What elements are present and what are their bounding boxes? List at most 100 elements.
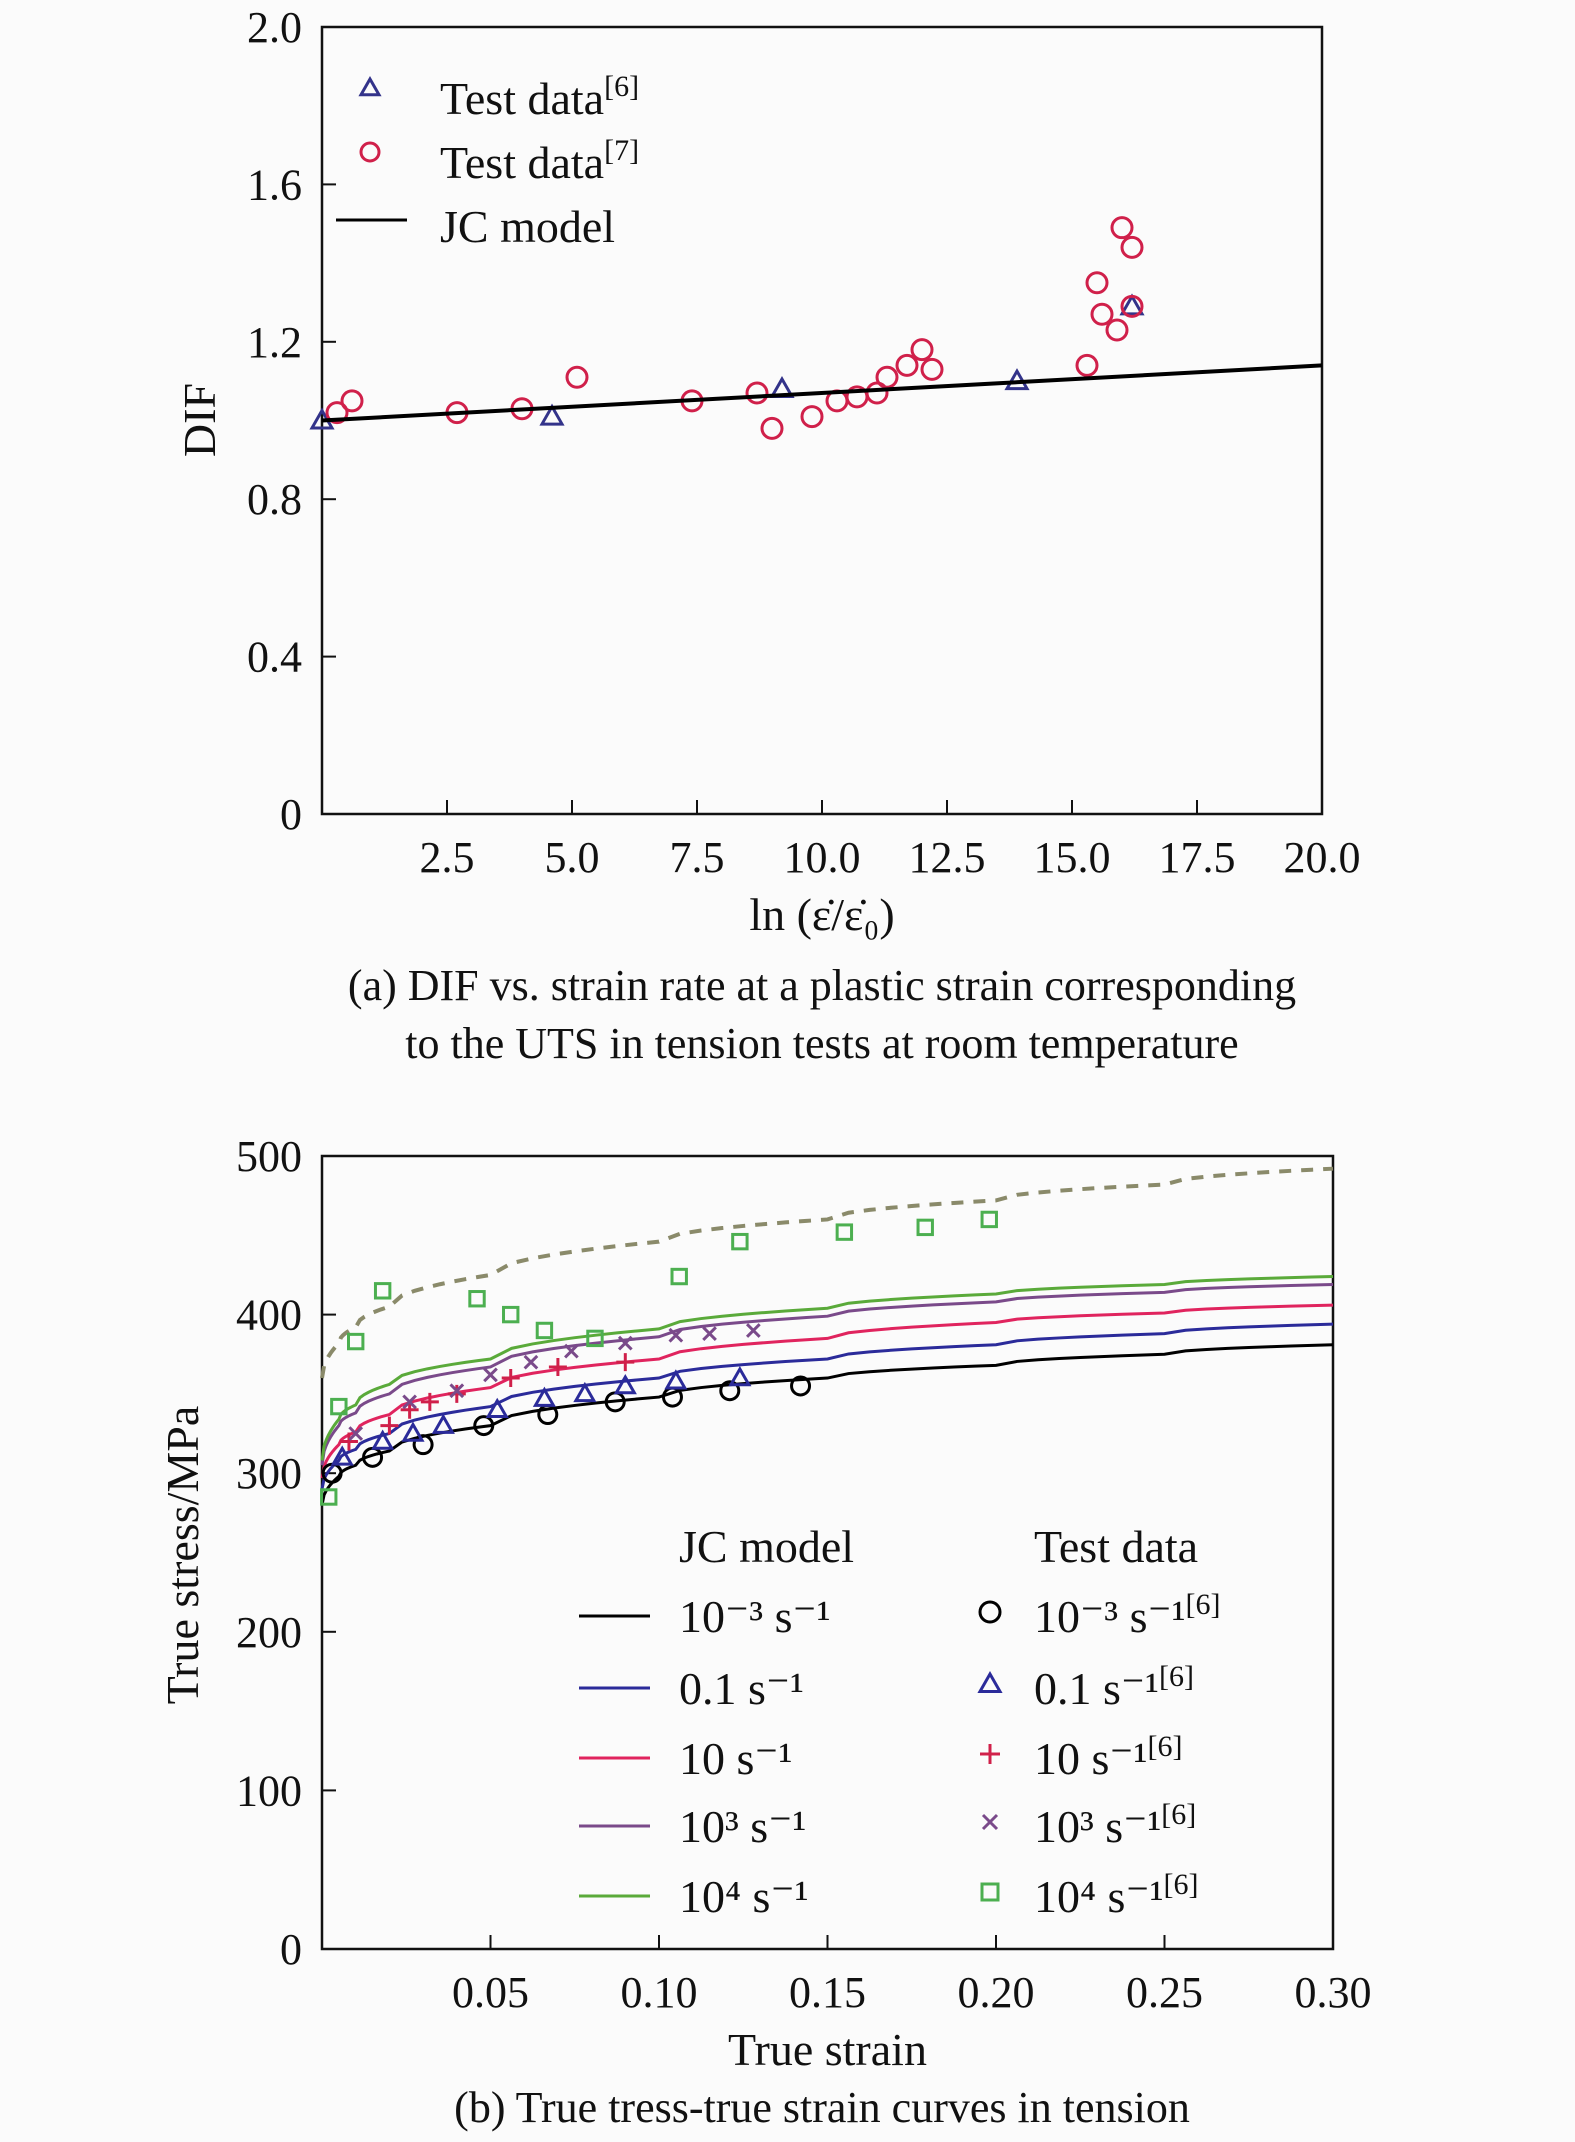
- legend-label: Test data[7]: [440, 134, 639, 188]
- data-point-circle: [473, 1415, 495, 1437]
- data-point-circle: [745, 381, 769, 405]
- legend-marker-square: [980, 1882, 1000, 1902]
- legend-header-model: JC model: [679, 1521, 854, 1572]
- legend-test-label-sup: [6]: [1164, 1868, 1199, 1901]
- legend-label-text: Test data: [440, 137, 604, 188]
- data-point-circle: [565, 365, 589, 389]
- y-tick-label: 500: [236, 1132, 302, 1181]
- y-axis-label: True stress/MPa: [157, 1406, 208, 1705]
- data-point-triangle: [728, 1366, 752, 1387]
- y-tick-label: 100: [236, 1766, 302, 1815]
- data-point-triangle: [539, 403, 565, 426]
- data-point-square: [373, 1282, 392, 1300]
- data-point-circle: [1090, 302, 1114, 326]
- legend-label: Test data[6]: [440, 70, 639, 124]
- x-tick-label: 0.10: [621, 1968, 698, 2017]
- x-tick-label: 2.5: [420, 833, 475, 882]
- legend-label-sup: [6]: [604, 70, 639, 103]
- y-tick-label: 0: [280, 790, 302, 839]
- data-point-circle: [920, 357, 944, 381]
- legend-marker-cross: [981, 1813, 999, 1831]
- y-tick-label: 300: [236, 1449, 302, 1498]
- x-tick-label: 0.05: [452, 1968, 529, 2017]
- legend-test-label-text: 10³ s⁻¹: [1034, 1801, 1161, 1852]
- test-series-1: [330, 1366, 752, 1466]
- data-point-plus: [420, 1392, 439, 1411]
- data-point-triangle: [330, 1445, 354, 1466]
- data-point-circle: [412, 1434, 434, 1456]
- x-tick-label: 0.30: [1295, 1968, 1372, 2017]
- data-point-circle: [719, 1380, 741, 1402]
- data-point-triangle: [664, 1369, 688, 1390]
- x-tick-label: 7.5: [670, 833, 725, 882]
- data-point-circle: [800, 405, 824, 429]
- data-point-cross: [483, 1367, 498, 1383]
- y-tick-label: 0: [280, 1925, 302, 1974]
- data-point-square: [731, 1232, 749, 1251]
- data-point-square: [586, 1329, 604, 1348]
- data-point-circle: [875, 365, 899, 389]
- legend-model-label: 10⁴ s⁻¹: [679, 1871, 809, 1922]
- test-series-4: [320, 1210, 998, 1506]
- legend-test-label: 10⁻³ s⁻¹[6]: [1034, 1588, 1221, 1642]
- data-point-plus: [339, 1432, 358, 1451]
- caption-line: to the UTS in tension tests at room temp…: [405, 1019, 1238, 1068]
- data-point-circle: [1120, 294, 1144, 318]
- data-point-triangle: [431, 1413, 455, 1434]
- data-point-circle: [325, 401, 349, 425]
- data-point-circle: [1110, 216, 1134, 240]
- data-point-triangle: [401, 1421, 425, 1442]
- chart-a: 2.5 5.0 7.5 10.0 12.5 15.0 17.5 20.0 0 0.4 0.8 1.2 1…: [174, 3, 1361, 1068]
- x-tick-label: 15.0: [1034, 833, 1111, 882]
- x-axis-label: ln (ε̇/ε̇₀): [749, 889, 894, 940]
- legend-test-label-sup: [6]: [1186, 1588, 1221, 1621]
- jc-model-curve-1: [320, 1322, 1334, 1490]
- data-point-square: [670, 1267, 688, 1286]
- y-tick-label: 0.4: [247, 633, 302, 682]
- data-point-circle: [661, 1386, 683, 1408]
- y-tick-label: 200: [236, 1608, 302, 1657]
- data-point-square: [468, 1290, 486, 1308]
- legend-marker-triangle: [977, 1670, 1003, 1693]
- jc-model-curve-0: [320, 1343, 1334, 1506]
- y-tick-label: 1.6: [247, 160, 302, 209]
- test-series-3: [348, 1323, 761, 1441]
- legend-label-text: Test data: [440, 73, 604, 124]
- legend-header-test: Test data: [1034, 1521, 1198, 1572]
- y-tick-label: 400: [236, 1291, 302, 1340]
- data-point-circle: [865, 381, 889, 405]
- caption-line: (a) DIF vs. strain rate at a plastic str…: [348, 961, 1296, 1010]
- legend-label-text: JC model: [440, 201, 615, 252]
- data-point-square: [347, 1332, 365, 1351]
- data-point-square: [980, 1210, 998, 1229]
- data-point-circle: [1085, 271, 1109, 295]
- legend-test-label: 10 s⁻¹[6]: [1034, 1730, 1182, 1784]
- data-point-triangle: [532, 1386, 557, 1407]
- data-point-circle: [895, 353, 919, 377]
- data-point-plus: [501, 1369, 520, 1388]
- legend-test-label: 10⁴ s⁻¹[6]: [1034, 1868, 1199, 1922]
- legend-test-label-text: 0.1 s⁻¹: [1034, 1663, 1159, 1714]
- x-tick-label: 12.5: [909, 833, 986, 882]
- legend-test-label-text: 10⁻³ s⁻¹: [1034, 1591, 1186, 1642]
- x-tick-label: 0.15: [789, 1968, 866, 2017]
- data-point-cross: [449, 1383, 465, 1399]
- data-point-circle: [790, 1375, 812, 1397]
- data-point-circle: [760, 416, 784, 440]
- data-point-circle: [1075, 353, 1099, 377]
- data-point-circle: [910, 338, 934, 362]
- legend-test-label: 10³ s⁻¹[6]: [1034, 1798, 1196, 1852]
- data-point-triangle: [613, 1373, 637, 1395]
- x-axis-label: True strain: [728, 2024, 927, 2075]
- y-tick-label: 1.2: [247, 318, 302, 367]
- series-0: [309, 293, 1145, 430]
- data-point-cross: [702, 1326, 717, 1341]
- x-tick-label: 5.0: [545, 833, 600, 882]
- legend-model-label: 10 s⁻¹: [679, 1733, 792, 1784]
- data-point-triangle: [485, 1397, 509, 1419]
- data-point-triangle: [1004, 368, 1030, 391]
- legend-test-label-sup: [6]: [1147, 1730, 1182, 1763]
- chart-b: 0.05 0.10 0.15 0.20 0.25 0.30 0 100 200 300 400 500…: [157, 1132, 1372, 2132]
- data-point-plus: [380, 1416, 399, 1435]
- x-tick-label: 17.5: [1159, 833, 1236, 882]
